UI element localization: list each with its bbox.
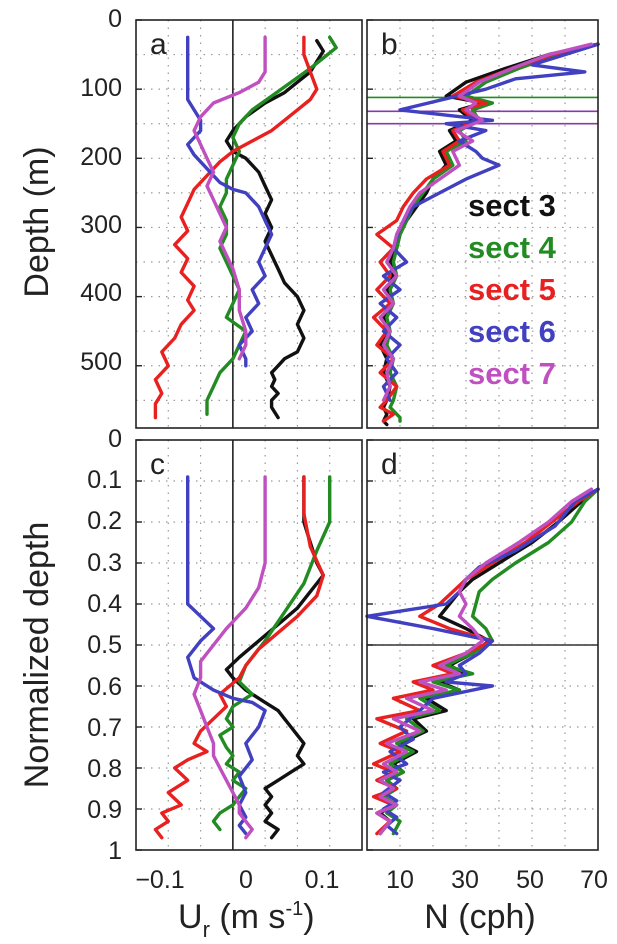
ur-axis-label-sub: r	[203, 917, 210, 942]
depth-tick-100: 100	[80, 74, 122, 102]
series-c-sect-5	[153, 475, 325, 840]
series-d-sect-3	[378, 487, 600, 836]
series-b-sect-5	[371, 42, 600, 423]
legend-sect-5: sect 5	[468, 272, 556, 307]
ndepth-tick-0-3: 0.3	[87, 549, 122, 577]
n-tick-10: 10	[386, 866, 414, 894]
ur-axis-label-main: U	[178, 898, 203, 936]
frame-b	[366, 19, 599, 429]
series-c-sect-4	[211, 475, 332, 832]
ndepth-tick-0-9: 0.9	[87, 796, 122, 824]
ur-tick-neg-0-1: −0.1	[135, 866, 184, 894]
series-d-sect-6	[365, 487, 600, 836]
ur-tick-0-1: 0.1	[305, 866, 340, 894]
series-a-sect-3	[224, 39, 325, 420]
series-a-sect-4	[205, 35, 338, 416]
n-axis-label: N (cph)	[424, 898, 535, 936]
normalized-depth-axis-label: Normalized depth	[18, 522, 56, 788]
legend-sect-6: sect 6	[468, 314, 556, 349]
depth-tick-500: 500	[80, 348, 122, 376]
series-a-sect-5	[153, 35, 319, 420]
series-b-sect-6	[378, 42, 600, 402]
series-a-sect-7	[192, 35, 267, 361]
ur-axis-label-close: )	[303, 898, 314, 936]
ur-axis-label-rest: (m s	[210, 898, 286, 936]
series-d-sect-4	[381, 487, 600, 836]
n-tick-labels: 10 30 50 70	[386, 866, 608, 894]
n-tick-30: 30	[451, 866, 479, 894]
series-d-sect-7	[375, 487, 594, 836]
panel-a: a	[135, 19, 363, 429]
panel-label-c: c	[150, 448, 165, 481]
panel-c: c	[135, 439, 363, 851]
legend-sect-4: sect 4	[468, 230, 557, 265]
panel-label-a: a	[150, 28, 167, 61]
series-b-sect-4	[385, 42, 600, 423]
ndepth-tick-0-8: 0.8	[87, 755, 122, 783]
ur-axis-label: Ur (m s-1)	[178, 898, 315, 942]
legend: sect 3 sect 4 sect 5 sect 6 sect 7	[468, 188, 557, 391]
series-c-sect-6	[185, 475, 267, 836]
depth-tick-labels: 0 100 200 300 400 500	[80, 5, 122, 376]
ndepth-tick-0-1: 0.1	[87, 466, 122, 494]
depth-axis-label: Depth (m)	[18, 146, 56, 297]
depth-tick-0: 0	[108, 5, 122, 33]
ur-axis-label-sup: -1	[285, 898, 303, 920]
ndepth-tick-0-7: 0.7	[87, 714, 122, 742]
n-tick-50: 50	[516, 866, 544, 894]
panel-label-d: d	[381, 448, 398, 481]
legend-sect-3: sect 3	[468, 188, 556, 223]
ndepth-tick-0-6: 0.6	[87, 673, 122, 701]
ndepth-tick-0-5: 0.5	[87, 631, 122, 659]
depth-tick-300: 300	[80, 211, 122, 239]
n-tick-70: 70	[580, 866, 608, 894]
panel-label-b: b	[381, 28, 398, 61]
series-b-sect-7	[378, 42, 594, 402]
normalized-depth-tick-labels: 0 0.1 0.2 0.3 0.4 0.5 0.6 0.7 0.8 0.9 1	[87, 425, 122, 865]
depth-tick-200: 200	[80, 143, 122, 171]
frame-a	[135, 19, 363, 429]
ndepth-tick-0: 0	[108, 425, 122, 453]
depth-tick-400: 400	[80, 279, 122, 307]
series-d-sect-5	[371, 487, 600, 836]
series-a-sect-6	[185, 35, 274, 368]
series-c-sect-7	[192, 475, 267, 840]
ndepth-tick-0-4: 0.4	[87, 590, 122, 618]
ndepth-tick-0-2: 0.2	[87, 507, 122, 535]
panel-d: d	[365, 439, 600, 851]
ur-tick-0: 0	[239, 866, 253, 894]
panel-b: b	[366, 19, 600, 429]
ndepth-tick-1: 1	[108, 837, 122, 865]
ur-tick-labels: −0.1 0 0.1	[135, 866, 339, 894]
legend-sect-7: sect 7	[468, 356, 556, 391]
